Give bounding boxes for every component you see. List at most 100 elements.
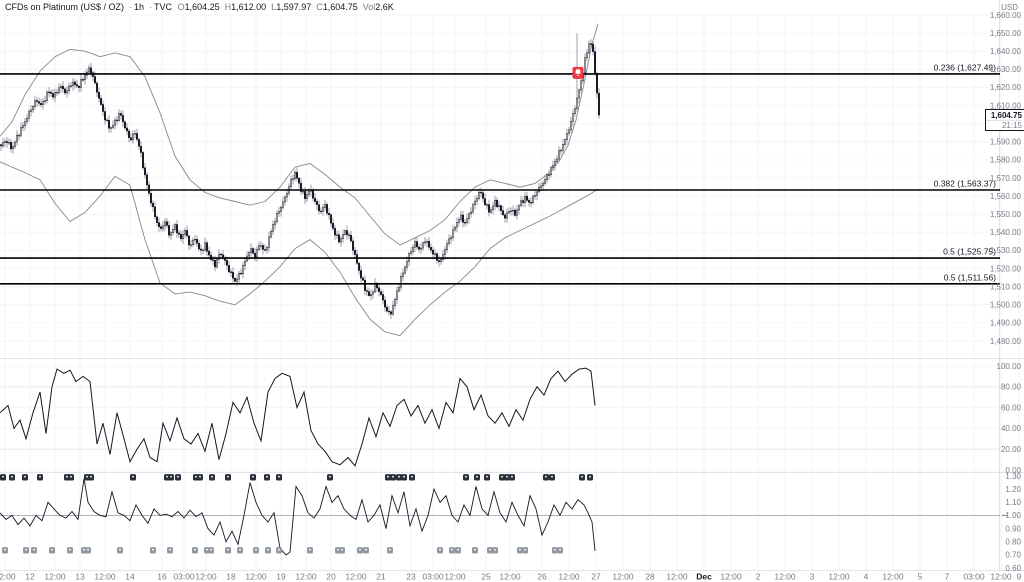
candle-body bbox=[460, 214, 462, 220]
candle-body bbox=[334, 228, 336, 236]
candle-body bbox=[264, 249, 266, 251]
candle-body bbox=[526, 195, 528, 201]
currency-label[interactable]: USD bbox=[1001, 3, 1018, 12]
price-tick-label: 1,490.00 bbox=[990, 319, 1022, 328]
ratio-tick-label: 0.60 bbox=[1005, 564, 1021, 573]
candle-body bbox=[54, 92, 56, 98]
candle-body bbox=[84, 74, 86, 81]
signal-marker-dot bbox=[227, 548, 229, 551]
candle-body bbox=[562, 144, 564, 151]
candle-body bbox=[486, 204, 488, 206]
candle-body bbox=[384, 299, 386, 308]
candle-body bbox=[594, 51, 596, 74]
candle-body bbox=[204, 242, 206, 251]
candle-body bbox=[186, 230, 188, 237]
candle-body bbox=[418, 246, 420, 250]
time-tick-label: 12:00 bbox=[444, 572, 466, 582]
candle-body bbox=[284, 196, 286, 203]
candle-body bbox=[488, 204, 490, 213]
high-value: 1,612.00 bbox=[231, 2, 267, 12]
candle-body bbox=[524, 195, 526, 203]
candle-body bbox=[126, 127, 128, 132]
interval-label[interactable]: 1h bbox=[134, 2, 145, 12]
candle-body bbox=[560, 149, 562, 152]
candle-body bbox=[260, 245, 262, 247]
candlestick-series[interactable] bbox=[0, 33, 600, 319]
signal-marker-dot bbox=[581, 475, 583, 478]
candle-body bbox=[14, 141, 16, 147]
candle-body bbox=[68, 85, 70, 92]
candle-body bbox=[220, 253, 222, 256]
candle-body bbox=[508, 211, 510, 214]
candle-body bbox=[416, 241, 418, 248]
signal-marker-dot bbox=[51, 548, 53, 551]
signal-marker-dot bbox=[24, 475, 26, 478]
candle-body bbox=[192, 239, 194, 246]
candle-body bbox=[440, 259, 442, 262]
signal-marker-dot bbox=[33, 548, 35, 551]
ratio-tick-label: 0.70 bbox=[1005, 551, 1021, 560]
candle-body bbox=[542, 183, 544, 187]
bar-countdown: 21:15 bbox=[986, 120, 1022, 130]
candle-body bbox=[506, 212, 508, 219]
time-axis[interactable]: 12:001212:001312:00141603:0012:001812:00… bbox=[0, 571, 1024, 582]
alert-marker[interactable] bbox=[572, 66, 584, 79]
time-tick-label: 12:00 bbox=[0, 572, 16, 582]
price-axis[interactable]: 1,660.00 1,650.00 1,640.00 1,630.00 1,620.00… bbox=[990, 0, 1024, 573]
candle-body bbox=[544, 179, 546, 184]
high-label: H bbox=[224, 2, 232, 12]
candle-body bbox=[466, 218, 468, 224]
candle-body bbox=[586, 52, 588, 59]
candle-body bbox=[532, 195, 534, 203]
candle-body bbox=[296, 171, 298, 179]
candle-body bbox=[64, 88, 66, 94]
candle-body bbox=[66, 90, 68, 94]
candle-body bbox=[144, 167, 146, 176]
candle-body bbox=[266, 246, 268, 251]
candle-body bbox=[78, 85, 80, 88]
low-label: L bbox=[271, 2, 277, 12]
signal-marker-dot bbox=[11, 475, 13, 478]
candle-body bbox=[292, 178, 294, 180]
signal-marker-dot bbox=[194, 548, 196, 551]
signal-marker-dot bbox=[70, 475, 72, 478]
candle-body bbox=[512, 209, 514, 212]
candle-body bbox=[316, 201, 318, 205]
candle-body bbox=[394, 299, 396, 306]
candle-body bbox=[280, 207, 282, 212]
candle-body bbox=[330, 214, 332, 224]
candle-body bbox=[352, 240, 354, 251]
candle-body bbox=[564, 139, 566, 145]
candle-body bbox=[202, 249, 204, 252]
candle-body bbox=[212, 259, 214, 261]
candle-body bbox=[98, 92, 100, 99]
candle-body bbox=[90, 67, 92, 73]
alert-bell-icon bbox=[575, 69, 581, 74]
time-tick-label: 28 bbox=[645, 572, 655, 582]
candle-body bbox=[154, 206, 156, 218]
candle-body bbox=[574, 108, 576, 114]
price-tick-label: 1,630.00 bbox=[990, 65, 1022, 74]
candle-body bbox=[430, 247, 432, 251]
candle-body bbox=[58, 87, 60, 93]
candle-body bbox=[290, 179, 292, 187]
candle-body bbox=[536, 191, 538, 196]
candle-body bbox=[162, 225, 164, 229]
symbol-title[interactable]: CFDs on Platinum (US$ / OZ) bbox=[5, 2, 125, 12]
time-tick-label: 12:00 bbox=[499, 572, 521, 582]
candle-body bbox=[584, 57, 586, 74]
candle-body bbox=[270, 230, 272, 238]
candle-body bbox=[52, 93, 54, 98]
time-tick-label: 27 bbox=[591, 572, 601, 582]
candle-body bbox=[598, 92, 600, 116]
signal-marker-dot bbox=[2, 475, 4, 478]
price-tick-label: 1,590.00 bbox=[990, 138, 1022, 147]
candle-body bbox=[550, 167, 552, 176]
time-tick-label: 12:00 bbox=[828, 572, 850, 582]
candle-body bbox=[106, 119, 108, 122]
signal-marker-dot bbox=[476, 475, 478, 478]
candle-body bbox=[336, 234, 338, 236]
candle-body bbox=[48, 91, 50, 94]
